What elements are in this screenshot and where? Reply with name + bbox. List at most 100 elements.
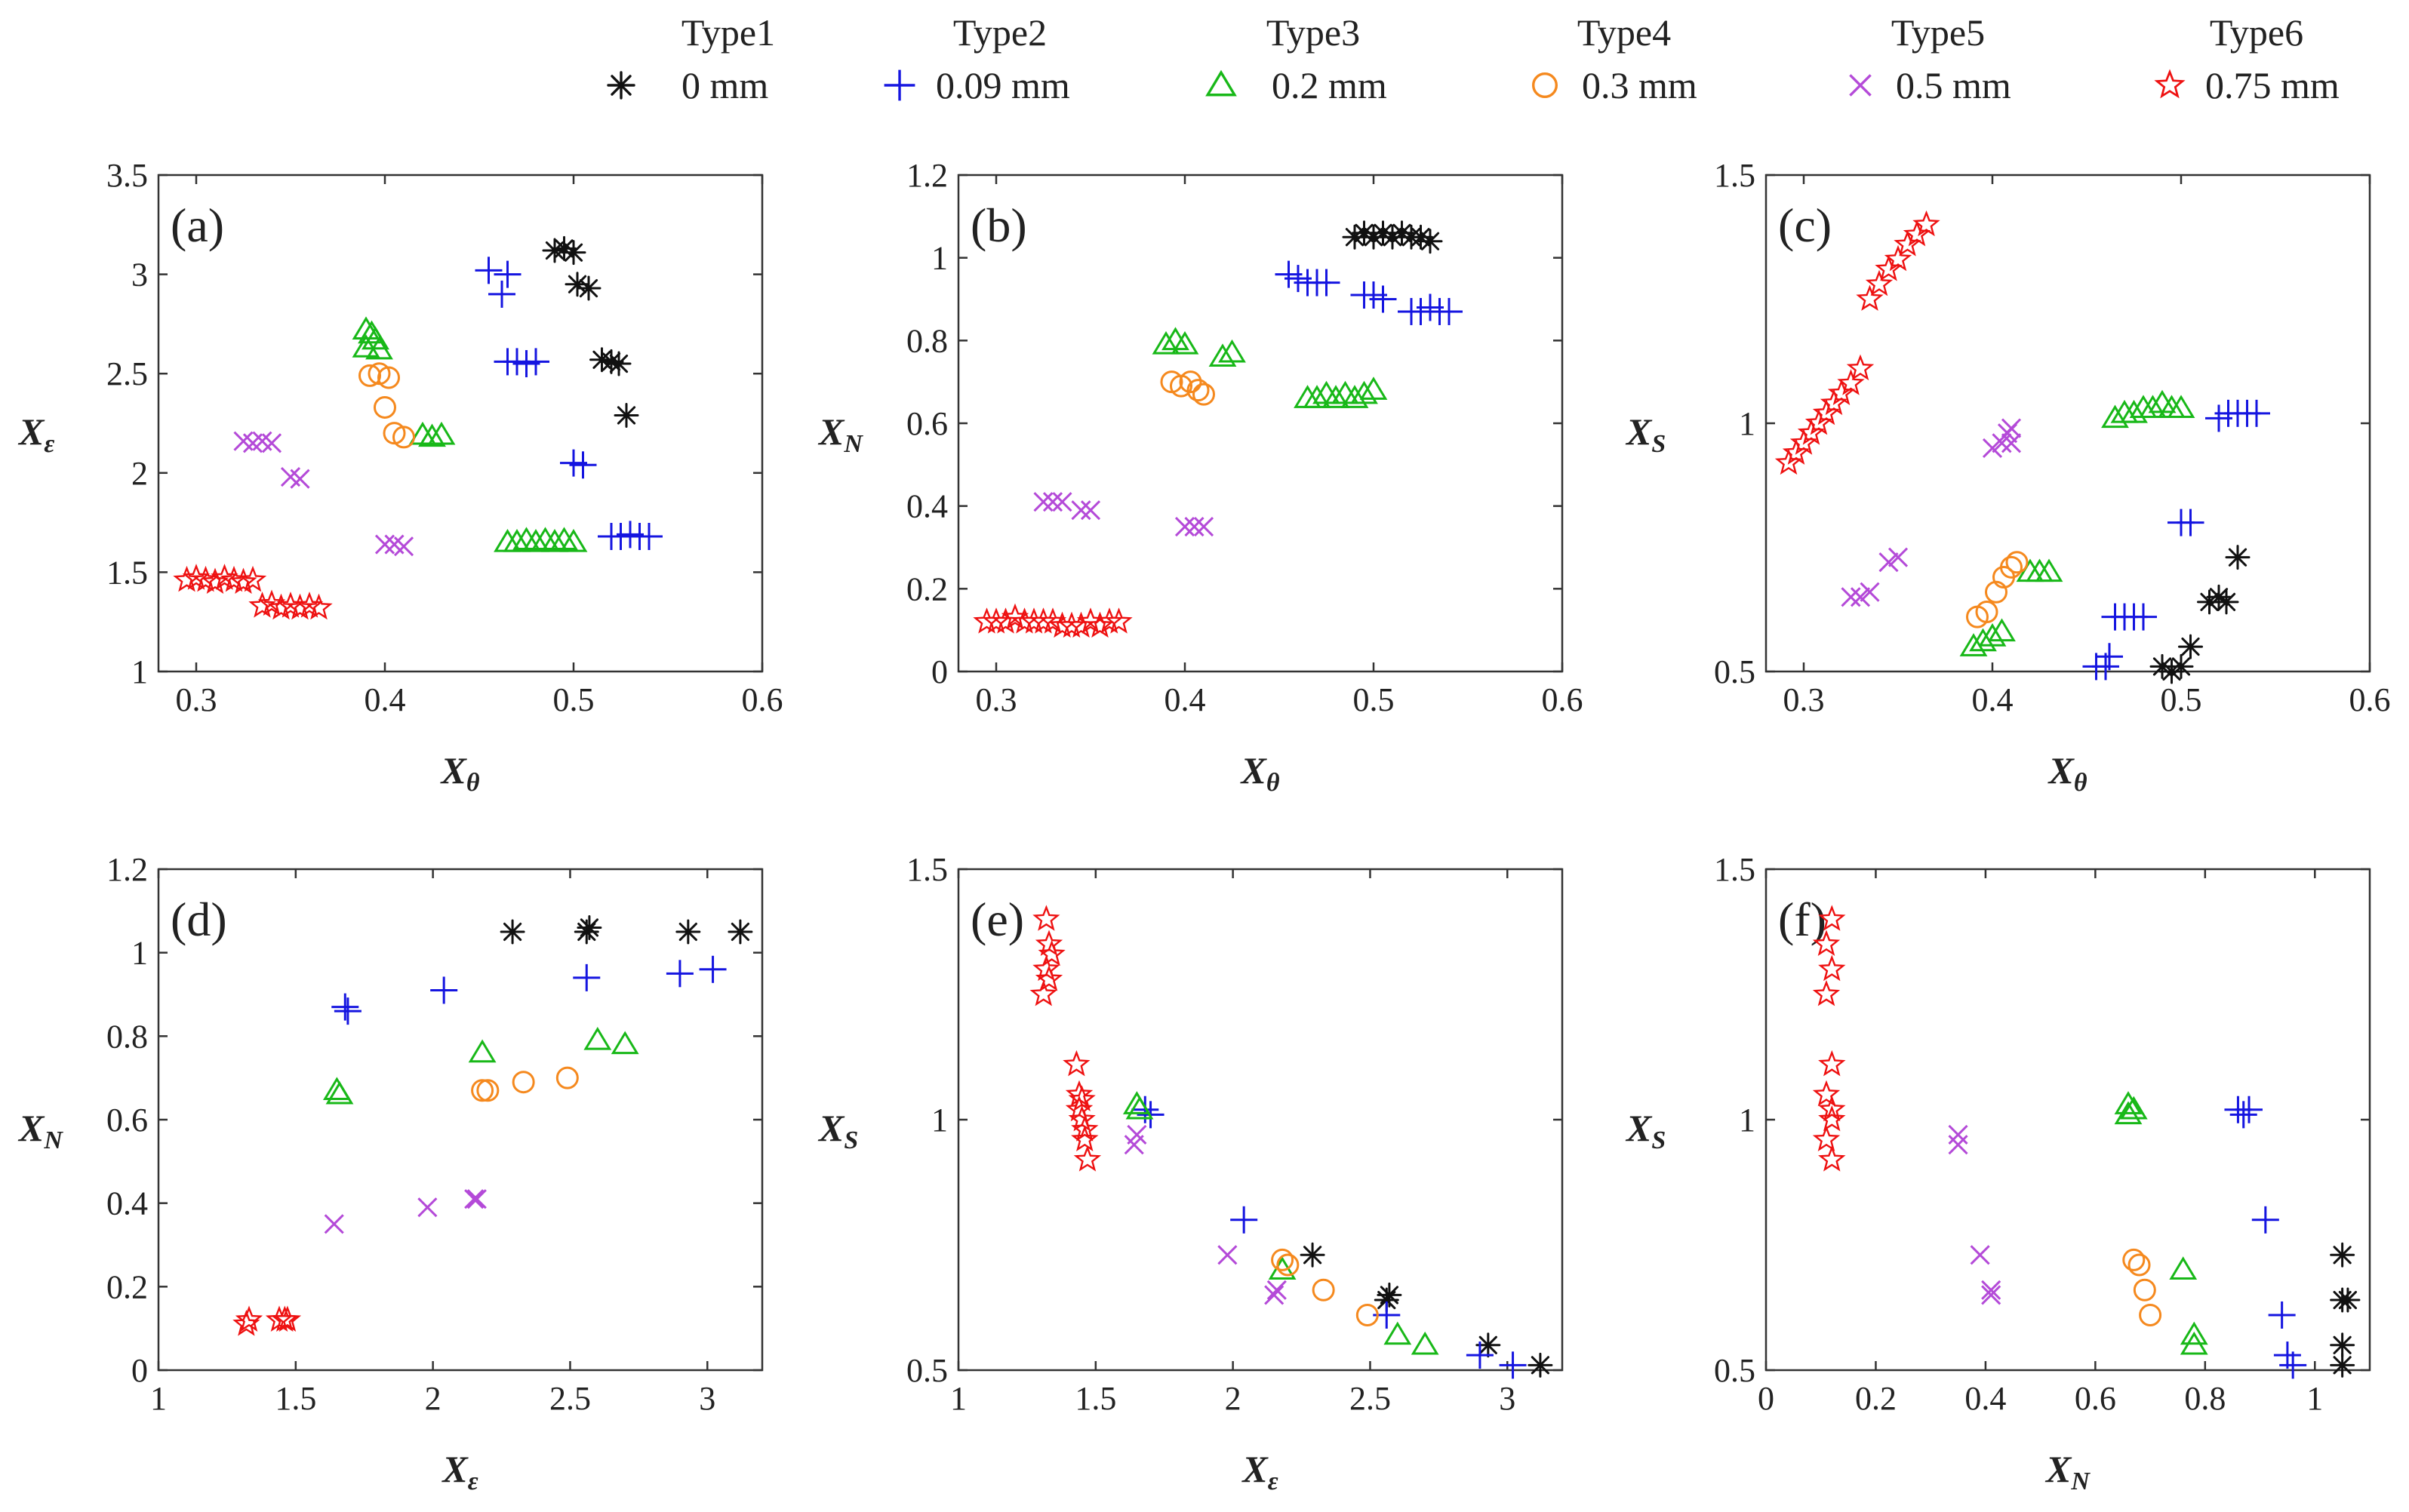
data-point-type3 bbox=[352, 334, 380, 358]
series-type2 bbox=[475, 257, 663, 551]
data-point-type2 bbox=[2243, 399, 2270, 427]
data-point-type6 bbox=[1001, 603, 1029, 630]
x-axis-label: Xθ bbox=[1239, 749, 1279, 797]
series-type3 bbox=[2114, 1091, 2208, 1355]
data-point-type4 bbox=[1985, 580, 2008, 604]
x-tick-label: 0.3 bbox=[176, 681, 217, 718]
data-point-type3 bbox=[1350, 380, 1378, 404]
data-point-type1 bbox=[728, 919, 753, 945]
legend-value-label: 0.2 mm bbox=[1272, 64, 1387, 106]
series-type5 bbox=[324, 1189, 487, 1234]
data-point-type1 bbox=[1377, 1282, 1402, 1308]
x-tick-label: 1.5 bbox=[1075, 1380, 1116, 1417]
data-point-type2 bbox=[334, 997, 362, 1025]
x-tick-label: 0.5 bbox=[1353, 681, 1395, 718]
data-point-type3 bbox=[1152, 330, 1180, 355]
x-axis-label-main: X bbox=[1241, 1448, 1269, 1490]
x-axis-label-sub: ε bbox=[1268, 1467, 1278, 1495]
y-axis-label: XS bbox=[817, 1107, 858, 1154]
series-type3 bbox=[1959, 389, 2195, 656]
y-tick-label: 2.5 bbox=[106, 355, 148, 392]
data-point-type1 bbox=[606, 351, 632, 376]
data-point-type2 bbox=[430, 976, 458, 1004]
data-point-type2 bbox=[1499, 1351, 1527, 1379]
data-point-type3 bbox=[1340, 385, 1369, 408]
data-point-type6 bbox=[1818, 1105, 1846, 1132]
data-point-type3 bbox=[1383, 1321, 1412, 1345]
data-point-type2 bbox=[1230, 1206, 1258, 1234]
x-axis-label: XN bbox=[2044, 1448, 2091, 1495]
data-point-type3 bbox=[583, 1026, 612, 1050]
series-type5 bbox=[1841, 418, 2022, 607]
y-tick-label: 0.5 bbox=[906, 1352, 948, 1389]
data-point-type5 bbox=[1981, 1280, 2001, 1300]
series-type1 bbox=[2330, 1242, 2361, 1378]
data-point-type6 bbox=[238, 565, 267, 592]
data-point-type2 bbox=[1435, 297, 1463, 325]
data-point-type2 bbox=[475, 257, 503, 284]
data-point-type2 bbox=[573, 963, 601, 991]
data-point-type6 bbox=[1068, 1085, 1096, 1111]
data-point-type1 bbox=[552, 235, 577, 261]
data-point-type5 bbox=[1266, 1280, 1287, 1300]
legend-value-label: 0.75 mm bbox=[2205, 64, 2340, 106]
data-point-type4 bbox=[2005, 551, 2029, 574]
data-point-type6 bbox=[1073, 1145, 1102, 1172]
data-point-type1 bbox=[2178, 634, 2203, 659]
y-tick-label: 3 bbox=[131, 257, 148, 293]
y-tick-label: 0.4 bbox=[906, 488, 948, 525]
y-tick-label: 1 bbox=[131, 935, 148, 972]
data-point-type2 bbox=[635, 523, 663, 551]
y-tick-label: 3.5 bbox=[106, 157, 148, 194]
data-point-type6 bbox=[1071, 1125, 1099, 1152]
data-point-type6 bbox=[273, 1305, 302, 1332]
data-point-type4 bbox=[358, 364, 381, 387]
series-type4 bbox=[1966, 551, 2029, 628]
y-tick-label: 0 bbox=[131, 1352, 148, 1389]
y-tick-label: 1.2 bbox=[106, 851, 148, 888]
y-axis-label: XS bbox=[1625, 1107, 1666, 1154]
data-point-type1 bbox=[614, 402, 639, 428]
data-point-type1 bbox=[1361, 224, 1386, 250]
data-point-type1 bbox=[1475, 1332, 1501, 1358]
data-point-type2 bbox=[666, 960, 694, 988]
legend-type-label: Type1 bbox=[681, 11, 775, 54]
data-point-type1 bbox=[2225, 545, 2251, 570]
data-point-type5 bbox=[1888, 547, 1909, 567]
y-tick-label: 0.6 bbox=[906, 405, 948, 442]
series-type2 bbox=[1131, 1096, 1527, 1379]
series-type5 bbox=[1948, 1124, 2001, 1305]
y-axis-label-sub: N bbox=[843, 430, 863, 458]
data-point-type6 bbox=[1071, 1115, 1099, 1142]
data-point-type3 bbox=[1161, 327, 1189, 351]
panel-label: (d) bbox=[171, 893, 227, 946]
y-axis-label-sub: S bbox=[844, 1126, 858, 1154]
data-point-type3 bbox=[1125, 1096, 1154, 1120]
y-tick-label: 0.5 bbox=[1714, 653, 1755, 690]
data-point-type3 bbox=[2119, 1096, 2148, 1120]
series-type6 bbox=[973, 603, 1133, 638]
plot-frame bbox=[957, 868, 1564, 1372]
data-point-type6 bbox=[1912, 210, 1940, 237]
data-point-type3 bbox=[1321, 385, 1350, 408]
data-point-type2 bbox=[2235, 1096, 2263, 1123]
data-point-type6 bbox=[211, 564, 238, 590]
series-type2 bbox=[331, 955, 727, 1025]
data-point-type6 bbox=[1818, 905, 1846, 931]
data-point-type5 bbox=[1860, 582, 1880, 602]
legend-type-label: Type3 bbox=[1266, 11, 1360, 54]
y-tick-label: 1 bbox=[1739, 405, 1755, 442]
x-tick-label: 0 bbox=[1758, 1380, 1774, 1417]
y-axis-label-main: X bbox=[817, 1107, 845, 1149]
data-point-type1 bbox=[2159, 659, 2184, 684]
series-type2 bbox=[2224, 1096, 2307, 1379]
data-point-type5 bbox=[393, 536, 414, 557]
data-point-type3 bbox=[1978, 623, 2007, 647]
y-tick-label: 0.5 bbox=[1714, 1352, 1755, 1389]
panel-label: (f) bbox=[1778, 893, 1826, 946]
data-point-type4 bbox=[471, 1079, 494, 1102]
data-point-type6 bbox=[1818, 1049, 1846, 1077]
data-point-type6 bbox=[1818, 954, 1846, 982]
data-point-type5 bbox=[2001, 418, 2022, 438]
